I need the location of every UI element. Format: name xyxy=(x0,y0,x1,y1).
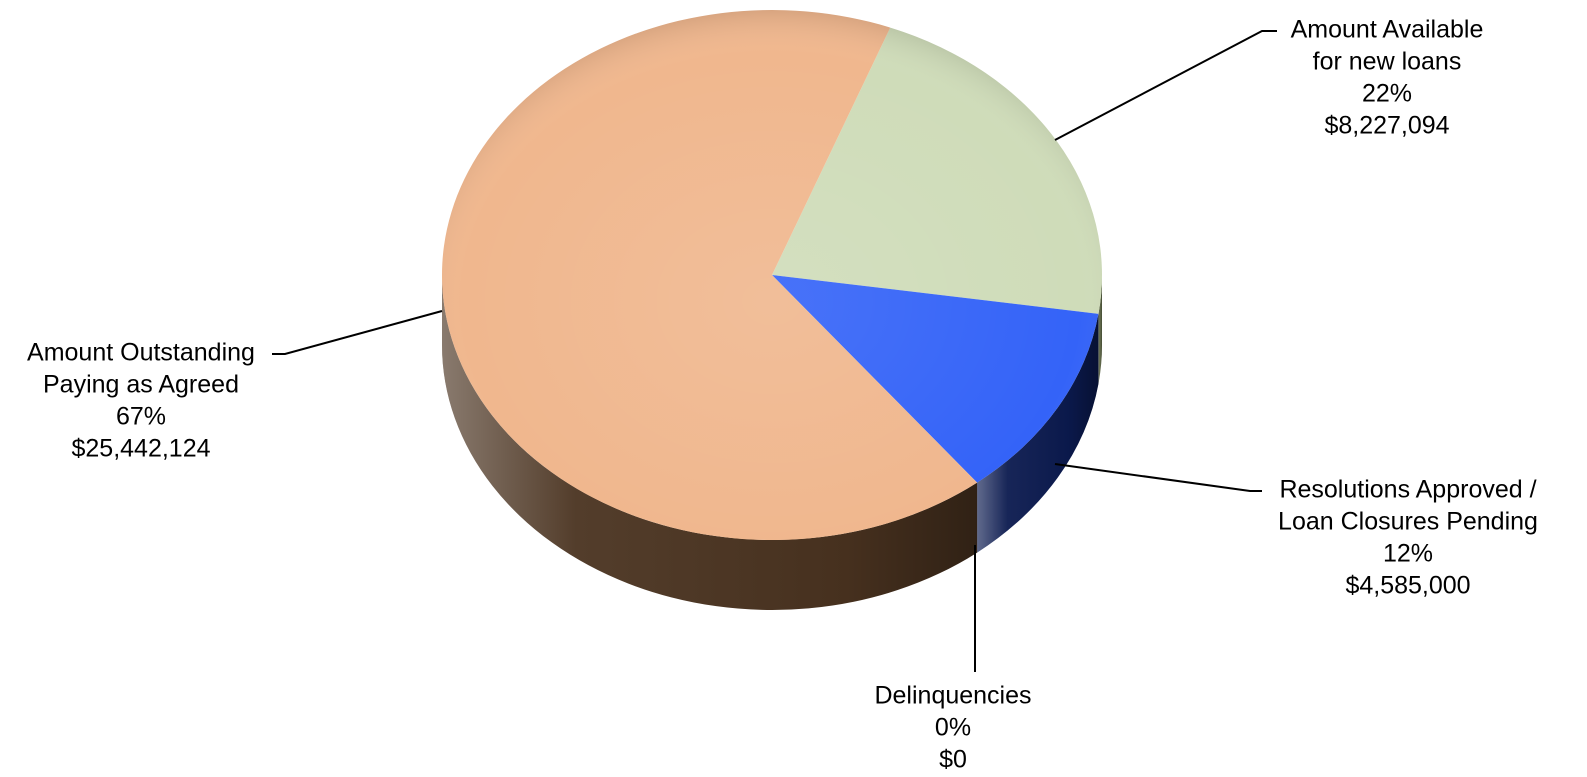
slice-amount-0: $8,227,094 xyxy=(1324,112,1449,140)
slice-label-0-line-0: Amount Available xyxy=(1291,16,1484,44)
pie-side-layer xyxy=(442,275,1102,611)
leader-line-1 xyxy=(1054,463,1262,492)
slice-percent-3: 67% xyxy=(116,403,166,431)
slice-label-2-line-0: Delinquencies xyxy=(874,682,1031,710)
leader-line-0 xyxy=(1054,30,1277,141)
slice-percent-2: 0% xyxy=(935,714,971,742)
pie-slice-side-shade-1 xyxy=(977,313,1099,553)
slice-amount-1: $4,585,000 xyxy=(1345,572,1470,600)
slice-label-0-line-1: for new loans xyxy=(1313,48,1462,76)
slice-labels: Amount Available for new loans 22% $8,227,0… xyxy=(27,16,1538,774)
pie-slice-side-shade-0 xyxy=(1098,275,1102,384)
slice-label-3-line-0: Amount Outstanding xyxy=(27,339,255,367)
slice-amount-2: $0 xyxy=(939,746,967,774)
slice-percent-0: 22% xyxy=(1362,80,1412,108)
leader-line-3 xyxy=(272,310,443,355)
slice-label-3-line-1: Paying as Agreed xyxy=(43,371,239,399)
slice-label-1-line-0: Resolutions Approved / xyxy=(1279,476,1536,504)
slice-label-1-line-1: Loan Closures Pending xyxy=(1278,508,1538,536)
slice-amount-3: $25,442,124 xyxy=(71,435,210,463)
leader-lines xyxy=(272,30,1277,672)
pie-slice-side-shade-3 xyxy=(442,275,978,611)
slice-percent-1: 12% xyxy=(1383,540,1433,568)
pie-top-layer xyxy=(441,10,1102,540)
pie-top-gloss xyxy=(442,10,1102,540)
